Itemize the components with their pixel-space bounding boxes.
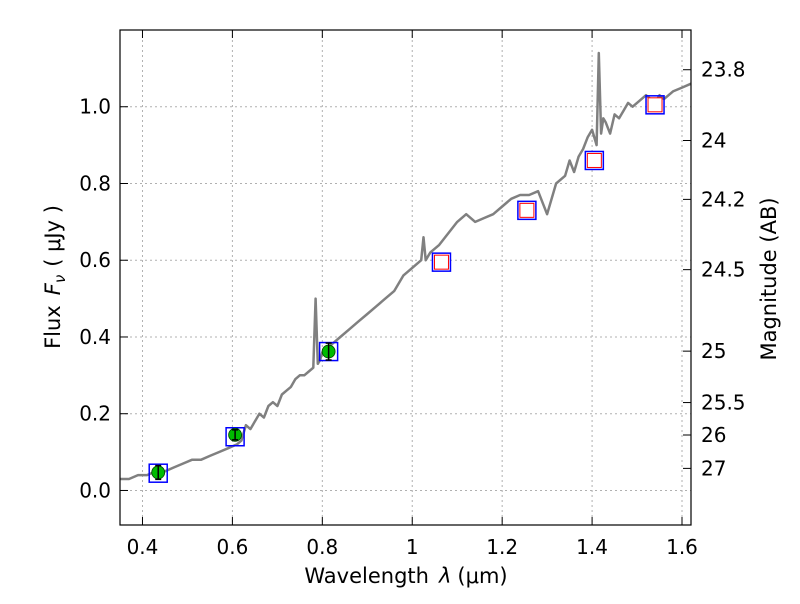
x-axis-ticks: 0.4 0.6 0.8 1 1.2 1.4 1.6 xyxy=(127,30,698,559)
x-tick-label: 0.6 xyxy=(216,535,248,559)
model-spectrum xyxy=(120,51,692,481)
model-flux-marker xyxy=(433,254,449,270)
magnitude-tick-label: 24 xyxy=(701,129,726,153)
x-axis-label-text: Wavelength xyxy=(304,564,429,588)
magnitude-tick-label: 25.5 xyxy=(701,391,746,415)
x-tick-label: 1.4 xyxy=(576,535,608,559)
model-photometry-box xyxy=(645,95,665,115)
model-flux-marker xyxy=(519,202,535,218)
model-flux-marker xyxy=(586,152,602,168)
model-flux-marker xyxy=(647,97,663,113)
magnitude-axis-label: Magnitude (AB) xyxy=(757,197,781,360)
x-tick-label: 1.2 xyxy=(486,535,518,559)
y-axis-label-text: Flux xyxy=(41,305,65,349)
x-tick-label: 1.6 xyxy=(666,535,698,559)
y-tick-label: 0.4 xyxy=(79,325,111,349)
x-tick-label: 0.4 xyxy=(127,535,159,559)
x-tick-label: 1 xyxy=(406,535,419,559)
model-photometry-box xyxy=(225,426,245,447)
grid xyxy=(120,30,691,525)
y-tick-label: 0.2 xyxy=(79,402,111,426)
magnitude-tick-label: 24.5 xyxy=(701,258,746,282)
plot-frame xyxy=(119,29,692,526)
photometry-markers xyxy=(148,95,665,483)
y-axis-subscript: ν xyxy=(51,275,69,283)
y-axis-ticks: 0.0 0.2 0.4 0.6 0.8 1.0 xyxy=(79,95,128,502)
model-photometry-box xyxy=(148,463,168,483)
magnitude-axis-ticks: 23.8 24 24.2 24.5 25 25.5 26 27 xyxy=(683,58,746,480)
y-tick-label: 0.8 xyxy=(79,171,111,195)
x-axis-symbol: λ xyxy=(438,564,451,588)
magnitude-tick-label: 26 xyxy=(701,423,726,447)
model-spectrum-line xyxy=(120,51,692,481)
model-photometry-box xyxy=(517,200,537,221)
magnitude-tick-label: 25 xyxy=(701,339,726,363)
magnitude-tick-label: 27 xyxy=(701,456,726,480)
model-photometry-box xyxy=(431,252,452,272)
x-tick-label: 0.8 xyxy=(306,535,338,559)
x-axis-unit: (μm) xyxy=(457,564,507,588)
magnitude-tick-label: 24.2 xyxy=(701,187,746,211)
magnitude-tick-label: 23.8 xyxy=(701,58,746,82)
y-axis-unit: ( μJy ) xyxy=(41,205,65,267)
y-tick-label: 0.6 xyxy=(79,248,111,272)
y-axis-label: Flux Fν ( μJy ) xyxy=(41,205,69,349)
y-tick-label: 0.0 xyxy=(79,478,111,502)
model-photometry-box xyxy=(584,150,605,171)
y-tick-label: 1.0 xyxy=(79,95,111,119)
y-axis-symbol: F xyxy=(41,282,65,295)
x-axis-label: Wavelength λ (μm) xyxy=(304,564,507,588)
